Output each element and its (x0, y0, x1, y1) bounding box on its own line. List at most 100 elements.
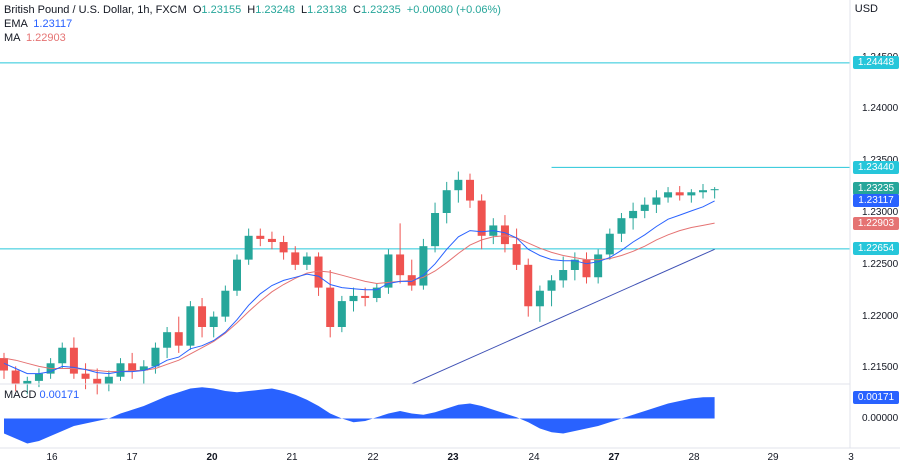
price-axis-label: 1.23500 (862, 155, 898, 166)
date-axis-label: 24 (528, 452, 540, 463)
price-axis-label: 1.21500 (862, 362, 899, 374)
date-axis-label: 3 (848, 452, 854, 463)
candle (454, 171, 463, 203)
ma-label: MA (4, 32, 20, 44)
date-axis-label: 23 (447, 452, 459, 463)
candle (361, 287, 370, 307)
ohlc-o: 1.23155 (201, 4, 242, 16)
candle (279, 235, 288, 260)
candle-body (209, 316, 218, 327)
candle (186, 301, 195, 350)
candle (431, 202, 440, 253)
candle-body (675, 192, 684, 196)
trendline (411, 248, 715, 385)
date-axis-label: 22 (367, 452, 379, 463)
candle-body (512, 244, 521, 265)
candle-body (372, 287, 381, 298)
ema-legend[interactable]: EMA 1.23117 (4, 17, 72, 31)
candle (198, 297, 207, 338)
candle-body (570, 259, 579, 270)
candle (267, 231, 276, 250)
candle-body (116, 363, 125, 377)
candle-body (687, 192, 696, 196)
candle (384, 249, 393, 294)
ohlc-l: 1.23138 (307, 4, 347, 16)
candle-body (139, 366, 148, 371)
candle (582, 252, 591, 284)
candle (419, 238, 428, 290)
candle (326, 270, 335, 338)
candle (116, 358, 125, 381)
candle-body (454, 179, 463, 191)
candle (617, 213, 626, 243)
candle-body (477, 200, 486, 236)
macd-label: MACD (4, 389, 37, 401)
candle (605, 228, 614, 260)
candle-body (233, 259, 241, 291)
ohlc-c: 1.23235 (360, 4, 401, 16)
candle (594, 249, 603, 284)
candle-body (396, 254, 405, 276)
candle (559, 256, 568, 288)
candle-body (174, 332, 183, 346)
trendline-segment (411, 248, 715, 385)
ohlc-h-key: H (247, 4, 256, 16)
macd-legend[interactable]: MACD 0.00171 (4, 389, 79, 401)
candle (314, 252, 323, 296)
symbol-title: British Pound / U.S. Dollar, 1h, FXCM (4, 4, 187, 16)
candle (535, 285, 544, 322)
candle-body (128, 363, 137, 371)
candle-body (34, 373, 43, 381)
candle-body (559, 270, 568, 281)
candle-body (535, 290, 544, 307)
candle-body (605, 233, 614, 255)
level-1.24448-tag: 1.24448 (853, 56, 899, 70)
macd-legend-value: 0.00171 (39, 389, 80, 401)
candle-body (582, 259, 591, 278)
candle (466, 173, 474, 208)
candle-body (151, 347, 160, 367)
ema-label: EMA (4, 18, 28, 30)
candle-body (524, 264, 533, 307)
candle-body (93, 378, 102, 384)
candle (652, 190, 661, 213)
candle-body (314, 256, 323, 288)
candle-body (198, 306, 207, 327)
candle (11, 366, 20, 392)
candle-body (267, 238, 276, 243)
candle-body (11, 370, 20, 384)
candle (524, 258, 533, 317)
level-1.22654-tag: 1.22654 (853, 242, 899, 256)
ohlc-h: 1.23248 (255, 4, 295, 16)
date-axis-label: 16 (46, 452, 58, 463)
candle-body (326, 287, 335, 327)
candle-body (163, 332, 172, 348)
ma-legend[interactable]: MA 1.22903 (4, 31, 66, 45)
price-axis-label: 1.22000 (862, 310, 899, 322)
candle (0, 352, 8, 379)
candle (221, 285, 230, 322)
macd-histogram (4, 387, 715, 444)
candle-body (699, 190, 707, 193)
candle-body (81, 373, 90, 379)
date-axis-label: 27 (608, 452, 620, 463)
currency-label[interactable]: USD (854, 3, 878, 15)
date-axis-label: 21 (286, 452, 298, 463)
price-axis-label: 1.23000 (862, 207, 899, 218)
date-axis-label: 17 (126, 452, 138, 463)
candle (442, 181, 451, 224)
candle-body (640, 204, 649, 211)
candle-body (384, 254, 393, 288)
date-axis-label: 28 (688, 452, 700, 463)
price-change: +0.00080 (+0.06%) (406, 4, 501, 16)
price-axis-label: 1.22500 (862, 258, 899, 270)
candle (629, 202, 638, 230)
candle-body (431, 213, 440, 247)
ma-legend-value: 1.22903 (25, 32, 66, 44)
candle-body (547, 280, 556, 291)
candle (396, 223, 405, 284)
ohlc-l-key: L (301, 4, 308, 16)
candle-body (279, 242, 288, 253)
candle (372, 283, 381, 303)
